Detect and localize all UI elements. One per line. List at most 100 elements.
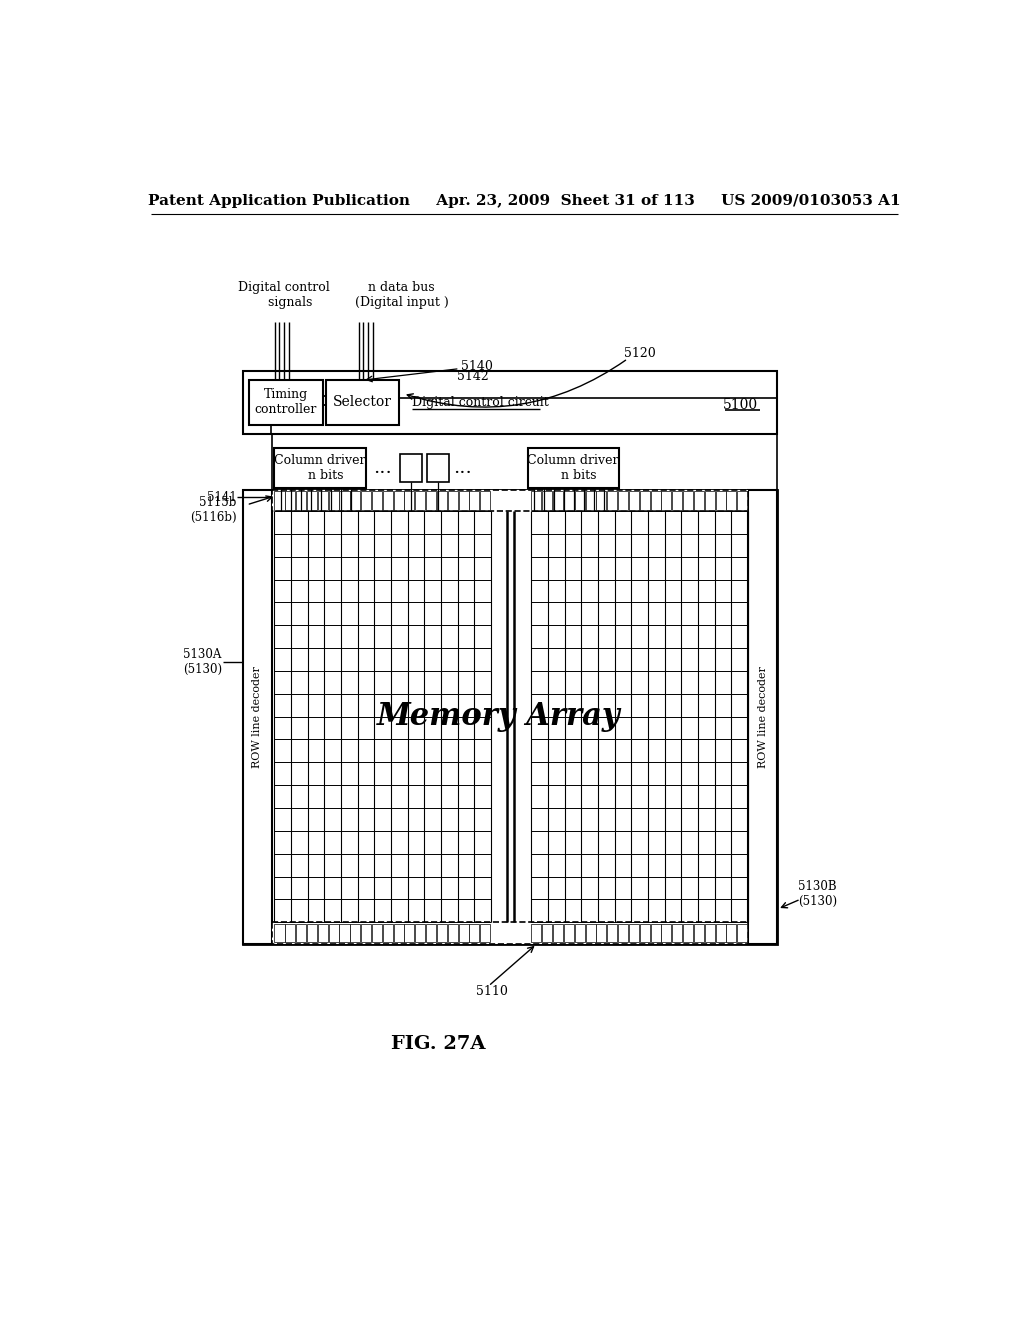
Bar — [296, 924, 306, 942]
Bar — [437, 924, 447, 942]
Bar — [650, 491, 660, 510]
Text: 5140: 5140 — [461, 360, 494, 372]
Text: 5100: 5100 — [723, 397, 758, 412]
Text: Column driver
   n bits: Column driver n bits — [274, 454, 366, 482]
Bar — [574, 491, 585, 510]
Bar — [748, 490, 777, 944]
Bar — [683, 491, 693, 510]
Bar — [607, 491, 617, 510]
Text: n data bus
(Digital input ): n data bus (Digital input ) — [354, 281, 449, 309]
Bar — [716, 491, 726, 510]
Bar — [372, 491, 382, 510]
Bar — [400, 454, 422, 482]
Text: Selector: Selector — [333, 396, 392, 409]
Bar — [272, 923, 748, 944]
Bar — [726, 491, 736, 510]
Bar — [553, 491, 563, 510]
Bar — [447, 491, 458, 510]
Text: 5130B
(5130): 5130B (5130) — [798, 879, 838, 908]
Bar — [361, 491, 371, 510]
Bar — [286, 924, 295, 942]
Bar — [726, 924, 736, 942]
Bar — [543, 924, 552, 942]
Bar — [437, 491, 447, 510]
Bar — [383, 924, 393, 942]
Bar — [329, 491, 339, 510]
Bar — [574, 924, 585, 942]
Bar — [629, 491, 639, 510]
Text: Digital control
   signals: Digital control signals — [239, 281, 330, 309]
Bar — [286, 491, 295, 510]
Bar — [596, 491, 606, 510]
Bar — [383, 491, 393, 510]
Text: 5142: 5142 — [458, 370, 489, 383]
Bar — [243, 490, 777, 944]
Bar — [404, 491, 415, 510]
Bar — [329, 924, 339, 942]
Bar — [694, 924, 703, 942]
Bar — [317, 924, 328, 942]
Bar — [307, 924, 317, 942]
Bar — [307, 491, 317, 510]
Bar — [340, 924, 349, 942]
Text: 5120: 5120 — [624, 347, 655, 360]
Bar — [469, 924, 479, 942]
Bar — [672, 924, 682, 942]
Bar — [527, 447, 618, 488]
Bar — [416, 491, 425, 510]
Text: Timing
controller: Timing controller — [255, 388, 316, 417]
Bar — [640, 924, 650, 942]
Text: 5110: 5110 — [476, 985, 508, 998]
Bar — [459, 491, 469, 510]
Bar — [272, 490, 748, 511]
Text: ...: ... — [454, 459, 472, 477]
Bar — [393, 491, 403, 510]
Text: 5141: 5141 — [207, 491, 237, 504]
Text: ROW line decoder: ROW line decoder — [253, 665, 262, 768]
Bar — [459, 924, 469, 942]
Bar — [274, 924, 285, 942]
Bar — [596, 924, 606, 942]
Bar — [404, 924, 415, 942]
Bar — [662, 491, 672, 510]
Bar — [340, 491, 349, 510]
Text: ...: ... — [374, 459, 392, 477]
Bar — [640, 491, 650, 510]
Bar — [531, 491, 542, 510]
Bar — [716, 924, 726, 942]
Bar — [683, 924, 693, 942]
Text: Memory Array: Memory Array — [377, 701, 621, 733]
Bar — [426, 924, 436, 942]
Bar — [607, 924, 617, 942]
Bar — [553, 924, 563, 942]
Bar — [564, 924, 573, 942]
Bar — [737, 491, 748, 510]
Bar — [694, 491, 703, 510]
Bar — [662, 924, 672, 942]
Bar — [416, 924, 425, 942]
Bar — [326, 380, 399, 425]
Bar — [543, 491, 552, 510]
Bar — [274, 447, 366, 488]
Text: 5115b
(5116b): 5115b (5116b) — [189, 495, 237, 524]
Bar — [317, 491, 328, 510]
Text: ROW line decoder: ROW line decoder — [758, 665, 768, 768]
Bar — [361, 924, 371, 942]
Bar — [480, 924, 490, 942]
Bar — [586, 491, 596, 510]
Bar — [705, 491, 715, 510]
Bar — [249, 380, 323, 425]
Bar — [564, 491, 573, 510]
Bar — [426, 491, 436, 510]
Bar — [480, 491, 490, 510]
Bar — [350, 924, 360, 942]
Bar — [274, 491, 285, 510]
Bar — [650, 924, 660, 942]
Bar — [243, 490, 272, 944]
Bar — [469, 491, 479, 510]
Text: Digital control circuit: Digital control circuit — [413, 396, 549, 409]
Bar — [618, 924, 628, 942]
Bar — [618, 491, 628, 510]
Bar — [705, 924, 715, 942]
Text: 5130A
(5130): 5130A (5130) — [183, 648, 222, 676]
